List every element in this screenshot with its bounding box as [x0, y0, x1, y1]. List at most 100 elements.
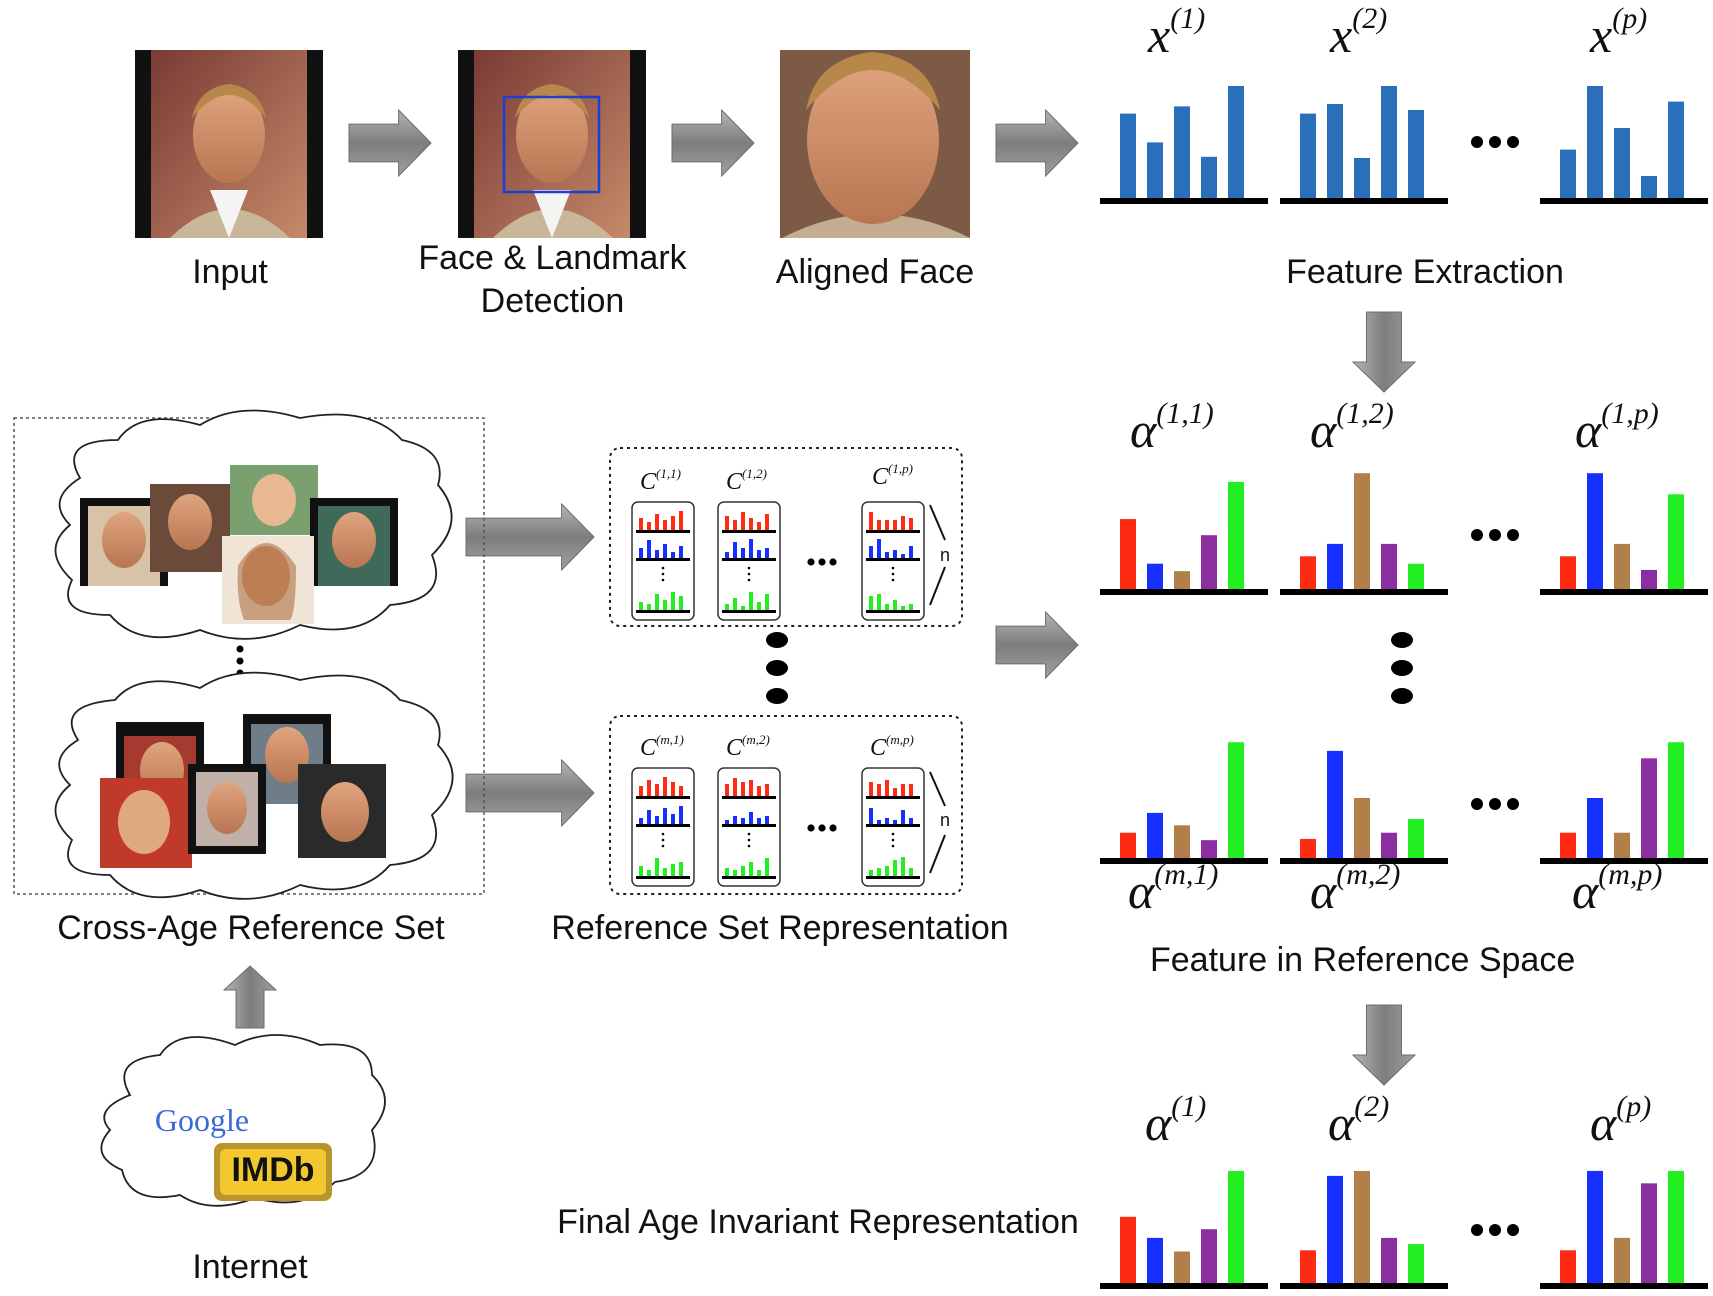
- ellipsis-dot: [818, 824, 826, 832]
- histogram-bar: [1408, 819, 1424, 860]
- mini-bar: [909, 546, 913, 558]
- histogram-bar: [1147, 142, 1163, 200]
- mini-bar: [679, 546, 683, 558]
- mini-bar: [901, 857, 905, 876]
- mini-baseline: [722, 876, 776, 879]
- reference-space-histograms-top: [1100, 473, 1708, 595]
- histogram-bar: [1587, 473, 1603, 591]
- reference-faces-old: [100, 714, 386, 868]
- right-arrow-icon: [671, 108, 755, 178]
- mini-bar: [909, 784, 913, 796]
- mini-bar: [885, 552, 889, 558]
- ellipsis-dot: [818, 558, 826, 566]
- alpha-final-1-label: α(1): [1145, 1090, 1207, 1151]
- histogram-bar: [1201, 156, 1217, 200]
- mini-dot: [891, 844, 895, 848]
- mini-bar: [741, 548, 745, 558]
- mini-baseline: [866, 610, 920, 613]
- histogram-bar: [1201, 840, 1217, 860]
- imdb-logo: [214, 1143, 332, 1201]
- mini-bar: [639, 866, 643, 876]
- mini-baseline: [866, 796, 920, 799]
- mini-dot: [661, 566, 665, 570]
- mini-bar: [885, 780, 889, 796]
- mini-histogram-column: [861, 767, 925, 887]
- mini-dot: [891, 578, 895, 582]
- mini-bar: [733, 542, 737, 558]
- input-photo: [135, 50, 323, 238]
- mini-bar: [869, 808, 873, 824]
- mini-bar: [741, 818, 745, 824]
- mini-baseline: [866, 876, 920, 879]
- mini-bar: [733, 870, 737, 876]
- mini-bar: [765, 816, 769, 824]
- internet-label: Internet: [192, 1248, 308, 1286]
- histogram-baseline: [1100, 589, 1268, 595]
- ellipsis-dot: [807, 558, 815, 566]
- histogram-bar: [1560, 556, 1576, 591]
- histogram-baseline: [1280, 198, 1448, 204]
- histogram-bar: [1354, 473, 1370, 591]
- mini-bar: [869, 596, 873, 610]
- mini-bar: [733, 778, 737, 796]
- histogram-bar: [1560, 149, 1576, 200]
- mini-bar: [647, 604, 651, 610]
- histogram-bar: [1201, 1229, 1217, 1285]
- histogram-bar: [1641, 758, 1657, 860]
- histogram-bar: [1327, 1175, 1343, 1285]
- reference-space-histograms-bottom: [1100, 742, 1708, 864]
- representation-box-top: [609, 447, 963, 627]
- feature-extraction-label: Feature Extraction: [1286, 253, 1564, 291]
- histogram-bar: [1408, 1244, 1424, 1285]
- mini-bar: [869, 546, 873, 558]
- mini-bar: [885, 520, 889, 530]
- reference-representation-label: Reference Set Representation: [551, 909, 1009, 947]
- imdb-logo-text: IMDb: [231, 1151, 315, 1189]
- mini-bar: [757, 786, 761, 796]
- mini-bar: [647, 522, 651, 530]
- feature-extraction-histograms: [1100, 86, 1708, 204]
- mini-bar: [655, 514, 659, 530]
- histogram-bar: [1354, 158, 1370, 200]
- mini-bar: [885, 866, 889, 876]
- mini-bar: [679, 786, 683, 796]
- histogram-bar: [1354, 1170, 1370, 1285]
- google-logo: Google: [154, 1102, 250, 1138]
- mini-bar: [663, 777, 667, 796]
- histogram-baseline: [1540, 589, 1708, 595]
- mini-bar: [877, 820, 881, 824]
- histogram-a1p: [1540, 473, 1708, 595]
- mini-bar: [671, 814, 675, 824]
- mini-bar: [639, 518, 643, 530]
- histogram-am1: [1100, 742, 1268, 864]
- histogram-bar: [1147, 812, 1163, 860]
- mini-bar: [639, 786, 643, 796]
- mini-bar: [639, 602, 643, 610]
- mini-bar: [757, 550, 761, 558]
- n-label-top: n: [939, 545, 950, 565]
- mini-bar: [749, 812, 753, 824]
- mini-bar: [757, 522, 761, 530]
- ellipsis-dot: [1489, 529, 1501, 541]
- aligned-face-photo: [780, 50, 970, 238]
- histogram-bar: [1614, 832, 1630, 860]
- histogram-bar: [1120, 519, 1136, 591]
- histogram-bar: [1228, 1170, 1244, 1285]
- mini-baseline: [636, 824, 690, 827]
- vertical-dots-icon: [236, 632, 1413, 704]
- mini-baseline: [636, 558, 690, 561]
- mini-bar: [741, 866, 745, 876]
- ellipsis-dot: [829, 824, 837, 832]
- mini-histogram-column: [631, 767, 695, 887]
- x-1-label: x(1): [1148, 2, 1206, 63]
- mini-bar: [741, 606, 745, 610]
- mini-bar: [765, 784, 769, 796]
- mini-baseline: [636, 610, 690, 613]
- mini-bar: [869, 782, 873, 796]
- histogram-baseline: [1280, 858, 1448, 864]
- n-label-bottom: n: [939, 810, 950, 830]
- ellipsis-dot: [1471, 529, 1483, 541]
- mini-dot: [891, 832, 895, 836]
- mini-bar: [877, 868, 881, 876]
- histogram-bar: [1381, 1237, 1397, 1285]
